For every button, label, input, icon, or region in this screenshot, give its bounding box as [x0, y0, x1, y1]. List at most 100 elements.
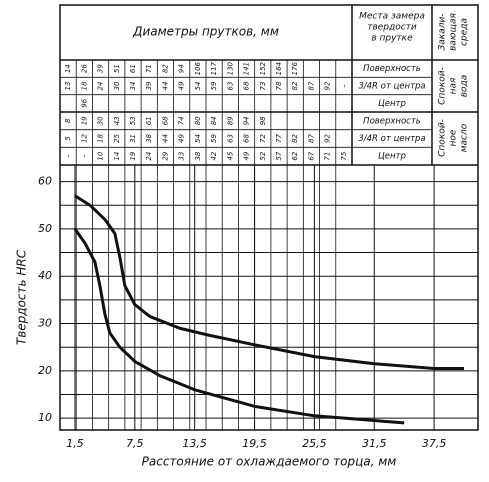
- x-tick-label: 13,5: [182, 437, 207, 450]
- header-line: в прутке: [371, 34, 413, 44]
- cell: 34: [129, 82, 137, 91]
- cell: 51: [113, 64, 121, 73]
- cell: –: [64, 154, 72, 158]
- cell: 89: [226, 116, 234, 125]
- cell: 141: [243, 62, 251, 75]
- cell: 10: [97, 151, 105, 160]
- cell: 87: [307, 134, 315, 143]
- x-tick-label: 25,5: [302, 437, 327, 450]
- cell: 62: [291, 151, 299, 160]
- cell: 82: [291, 81, 299, 90]
- cell: 68: [243, 81, 251, 90]
- cell: 30: [97, 116, 105, 125]
- cell: 24: [97, 82, 105, 91]
- cell: 5: [64, 136, 72, 141]
- cell: 106: [194, 61, 202, 75]
- cell: 94: [178, 64, 186, 73]
- cell: 94: [243, 116, 251, 125]
- cell: 57: [275, 151, 283, 160]
- cell: 49: [178, 134, 186, 143]
- cell: 98: [259, 116, 267, 125]
- cell: 117: [210, 61, 218, 75]
- x-tick-label: 31,5: [362, 437, 387, 450]
- cell: 38: [145, 134, 153, 143]
- cell: 54: [194, 134, 202, 143]
- cell: 44: [161, 134, 169, 143]
- cell: 18: [80, 81, 88, 90]
- cell: 68: [161, 116, 169, 125]
- x-tick-label: 1,5: [66, 437, 84, 450]
- header-line: Места замера: [359, 12, 425, 22]
- cell: 13: [64, 82, 72, 91]
- cell: –: [340, 84, 348, 88]
- cell: 82: [291, 134, 299, 143]
- cell: 44: [161, 82, 169, 91]
- header-line: твердости: [367, 23, 417, 33]
- cell: 26: [80, 64, 88, 73]
- curve: [74, 194, 465, 370]
- cell: 53: [129, 116, 137, 125]
- y-tick-label: 40: [38, 269, 52, 282]
- cell: 33: [178, 152, 186, 161]
- cell: 164: [275, 62, 283, 75]
- cell: 49: [243, 151, 251, 160]
- cell: 80: [194, 116, 202, 125]
- row-label: 3/4R от центра: [358, 82, 425, 92]
- cell: 71: [145, 64, 153, 73]
- cell: 45: [226, 151, 234, 160]
- cell: 84: [210, 116, 218, 125]
- x-axis-label: Расстояние от охлаждаемого торца, мм: [142, 455, 397, 469]
- header-line: Закали-: [438, 13, 448, 50]
- cell: 39: [145, 81, 153, 90]
- cell: 73: [259, 82, 267, 91]
- row-label: Центр: [378, 152, 406, 162]
- row-label: 3/4R от центра: [358, 134, 425, 144]
- cell: 8: [64, 118, 72, 123]
- cell: 59: [210, 134, 218, 143]
- cell: 63: [226, 134, 234, 143]
- cell: 25: [113, 134, 121, 143]
- y-tick-label: 60: [38, 175, 52, 188]
- y-axis-label: Твердость HRC: [15, 249, 29, 345]
- cell: 130: [226, 61, 234, 75]
- cell: 87: [307, 81, 315, 90]
- y-tick-label: 20: [38, 364, 52, 377]
- cell: 61: [145, 116, 153, 125]
- cell: 68: [243, 134, 251, 143]
- cell: 12: [80, 134, 88, 143]
- cell: 42: [210, 151, 218, 160]
- cell: 38: [194, 151, 202, 160]
- cell: 31: [129, 134, 137, 143]
- cell: 39: [97, 64, 105, 73]
- cell: 30: [113, 81, 121, 90]
- cell: 75: [340, 151, 348, 160]
- row-label: Поверхность: [363, 64, 421, 74]
- cell: 14: [113, 152, 121, 161]
- cell: 49: [178, 81, 186, 90]
- curve: [73, 228, 405, 425]
- cell: 74: [178, 116, 186, 125]
- row-label: Центр: [378, 99, 406, 109]
- cell: –: [80, 154, 88, 158]
- cell: 52: [259, 151, 267, 160]
- header-line: среда: [460, 18, 470, 46]
- cell: 82: [161, 64, 169, 73]
- y-tick-label: 10: [38, 411, 52, 424]
- x-tick-label: 7,5: [126, 437, 144, 450]
- table-title: Диаметры прутков, мм: [132, 25, 279, 39]
- medium-label: вода: [460, 75, 470, 98]
- header-line: вающая: [449, 13, 459, 51]
- cell: 71: [324, 152, 332, 161]
- cell: 63: [226, 82, 234, 91]
- medium-label: Спокой-: [438, 119, 448, 157]
- cell: 61: [129, 64, 137, 73]
- cell: 152: [259, 61, 267, 75]
- cell: 24: [145, 152, 153, 161]
- cell: 77: [275, 134, 283, 143]
- cell: 96: [80, 98, 88, 107]
- row-label: Поверхность: [363, 116, 421, 126]
- cell: 67: [307, 151, 315, 160]
- frame: [59, 4, 479, 431]
- cell: 14: [64, 64, 72, 73]
